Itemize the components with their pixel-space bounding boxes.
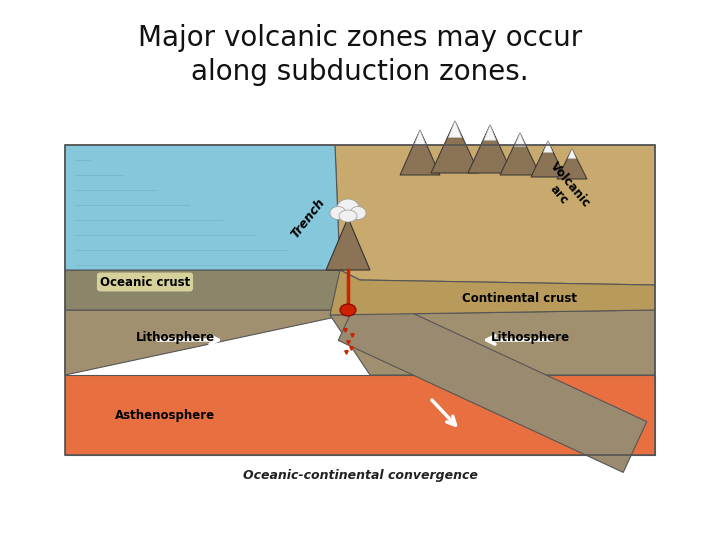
Ellipse shape	[340, 304, 356, 316]
Polygon shape	[326, 218, 370, 270]
Text: Major volcanic zones may occur: Major volcanic zones may occur	[138, 24, 582, 52]
Polygon shape	[65, 310, 345, 375]
Text: Oceanic crust: Oceanic crust	[100, 275, 190, 288]
Text: Oceanic-continental convergence: Oceanic-continental convergence	[243, 469, 477, 482]
Ellipse shape	[337, 199, 359, 217]
Polygon shape	[557, 149, 587, 179]
Polygon shape	[449, 121, 462, 138]
Text: Trench: Trench	[289, 195, 328, 240]
Polygon shape	[330, 270, 655, 315]
Text: Volcanic
arc: Volcanic arc	[536, 160, 593, 220]
Polygon shape	[65, 375, 655, 455]
Text: Lithosphere: Lithosphere	[135, 332, 215, 345]
Text: Lithosphere: Lithosphere	[490, 332, 570, 345]
Polygon shape	[531, 141, 565, 177]
Polygon shape	[568, 149, 576, 159]
Polygon shape	[338, 289, 647, 472]
Polygon shape	[400, 130, 440, 175]
Bar	[65, 145, 655, 455]
Ellipse shape	[350, 206, 366, 219]
Text: along subduction zones.: along subduction zones.	[192, 58, 528, 86]
Polygon shape	[415, 130, 426, 144]
Polygon shape	[544, 141, 553, 152]
Text: Continental crust: Continental crust	[462, 292, 577, 305]
Polygon shape	[335, 145, 655, 285]
Polygon shape	[65, 145, 340, 270]
Text: Asthenosphere: Asthenosphere	[115, 408, 215, 422]
Polygon shape	[65, 270, 345, 310]
Polygon shape	[500, 133, 540, 175]
Polygon shape	[468, 125, 512, 173]
Polygon shape	[431, 121, 479, 173]
Polygon shape	[514, 133, 526, 146]
Polygon shape	[484, 125, 496, 140]
Ellipse shape	[330, 206, 346, 219]
Polygon shape	[330, 310, 655, 375]
Ellipse shape	[339, 210, 357, 222]
